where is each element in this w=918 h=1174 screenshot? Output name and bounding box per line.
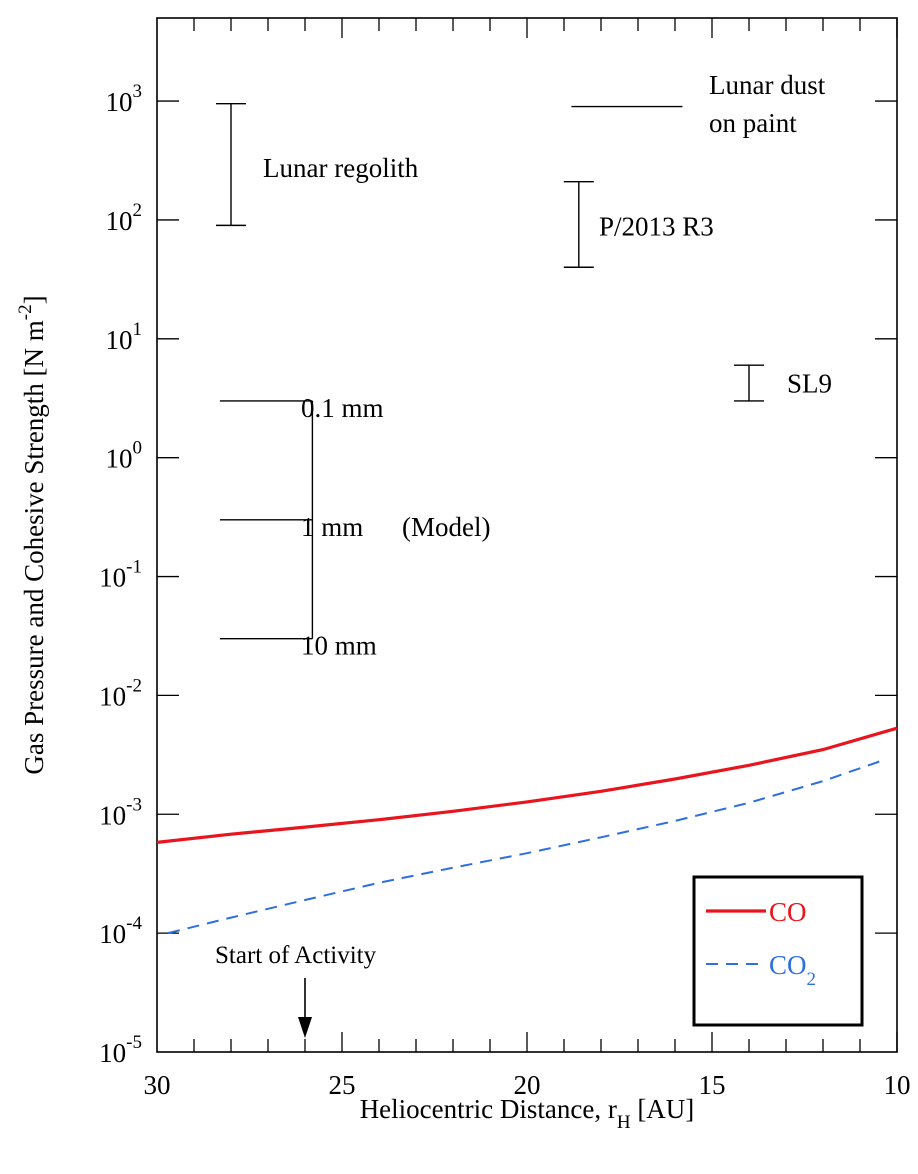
y-tick-base: 10: [106, 325, 133, 355]
legend-box: [692, 875, 864, 1027]
legend-label-co: CO: [769, 897, 807, 927]
x-tick-label: 25: [329, 1070, 356, 1100]
x-axis-label-unit: [AU]: [631, 1094, 695, 1124]
range-marker: [734, 364, 764, 402]
series-line-co2: [167, 758, 887, 935]
y-axis-label: Gas Pressure and Cohesive Strength [N m-…: [15, 295, 49, 774]
y-tick-base: 10: [106, 87, 133, 117]
start-of-activity-label: Start of Activity: [215, 942, 377, 969]
y-tick-exp: -1: [126, 557, 142, 578]
x-axis-label-sub: H: [617, 1112, 631, 1133]
x-axis-label-text: Heliocentric Distance, r: [360, 1094, 617, 1124]
y-tick-base: 10: [106, 444, 133, 474]
model-label: (Model): [402, 512, 490, 542]
y-tick-label: 103: [106, 81, 143, 117]
y-tick-exp: -3: [126, 794, 142, 815]
x-axis-label: Heliocentric Distance, rH [AU]: [360, 1094, 695, 1133]
y-tick-base: 10: [99, 681, 126, 711]
y-axis-label-text: Gas Pressure and Cohesive Strength [N m: [19, 320, 49, 774]
y-axis-label-sup: -2: [15, 304, 36, 320]
y-tick-base: 10: [106, 206, 133, 236]
y-tick-base: 10: [99, 800, 126, 830]
y-tick-label: 10-1: [99, 557, 142, 593]
y-axis-label-end: ]: [19, 295, 49, 304]
lunar-dust-label-line2: on paint: [709, 108, 797, 138]
lunar-dust-label-line1: Lunar dust: [709, 70, 826, 100]
range-marker: [216, 103, 246, 227]
x-tick-label: 15: [699, 1070, 726, 1100]
y-tick-base: 10: [99, 919, 126, 949]
model-scale-tick-label: 10 mm: [301, 631, 377, 661]
y-tick-label: 102: [106, 200, 143, 236]
y-tick-exp: -2: [126, 675, 142, 696]
y-tick-label: 10-2: [99, 675, 142, 711]
y-tick-exp: 3: [133, 81, 143, 102]
y-tick-label: 10-5: [99, 1032, 142, 1068]
x-tick-label: 10: [884, 1070, 911, 1100]
legend-label-co2-sub: 2: [807, 969, 817, 990]
model-scale-tick-label: 0.1 mm: [301, 393, 384, 423]
series-line-co: [156, 726, 898, 844]
legend-label-co-text: CO: [769, 897, 807, 927]
p2013-r3-label: P/2013 R3: [599, 211, 714, 241]
y-tick-exp: 1: [133, 319, 143, 340]
y-tick-label: 10-4: [99, 913, 142, 949]
y-tick-exp: 0: [133, 438, 143, 459]
model-scale-tick-label: 1 mm: [301, 512, 363, 542]
y-tick-exp: 2: [133, 200, 143, 221]
y-tick-base: 10: [99, 563, 126, 593]
legend-label-co2: CO2: [769, 950, 816, 990]
y-tick-exp: -5: [126, 1032, 142, 1053]
range-marker: [563, 180, 594, 268]
y-tick-exp: -4: [126, 913, 142, 934]
y-tick-base: 10: [99, 1038, 126, 1068]
y-tick-label: 100: [106, 438, 143, 474]
model-scale: 0.1 mm 1 mm 10 mm (Model): [219, 393, 490, 661]
legend-label-co2-text: CO: [769, 950, 807, 980]
lunar-regolith-label: Lunar regolith: [263, 153, 419, 183]
sl9-label: SL9: [787, 368, 832, 398]
start-of-activity-arrow-head: [298, 1017, 312, 1038]
x-tick-label: 20: [514, 1070, 541, 1100]
y-tick-label: 10-3: [99, 794, 142, 830]
x-tick-label: 30: [144, 1070, 171, 1100]
y-tick-label: 101: [106, 319, 143, 355]
